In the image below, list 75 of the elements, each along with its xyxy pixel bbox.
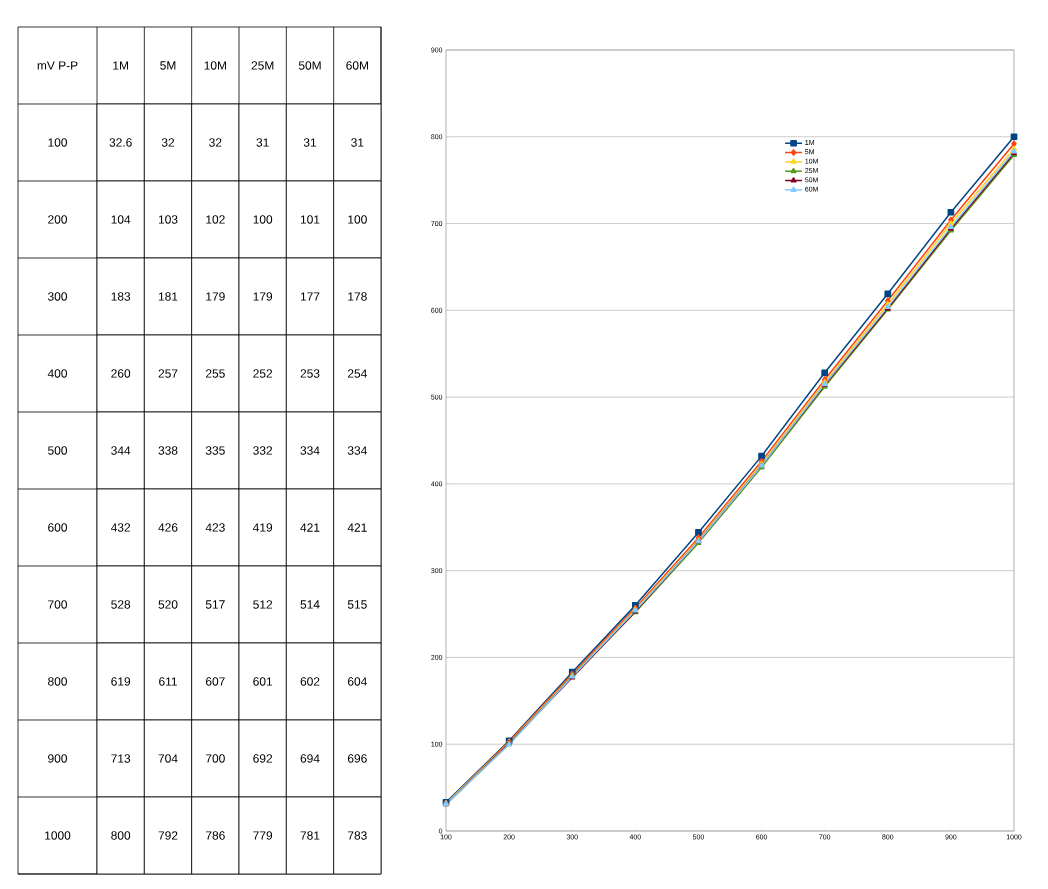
- y-tick-label: 300: [47, 292, 68, 301]
- data-label: 517: [205, 600, 225, 609]
- data-label: 100: [253, 215, 273, 224]
- x-tick-label: 5M: [160, 61, 176, 70]
- data-label: 344: [111, 446, 131, 455]
- data-label: 334: [347, 446, 367, 455]
- data-label: 32: [209, 138, 222, 147]
- data-label: 102: [206, 215, 225, 224]
- data-label: 257: [158, 369, 178, 378]
- data-label: 421: [300, 523, 320, 532]
- data-label: 103: [158, 215, 178, 224]
- data-label: 515: [347, 600, 367, 609]
- data-label: 604: [347, 677, 367, 686]
- data-label: 619: [111, 677, 131, 686]
- data-label: 779: [253, 831, 273, 840]
- y-tick-label: 200: [48, 215, 68, 224]
- y-tick-label: 900: [48, 754, 68, 763]
- y-tick-label: 800: [48, 677, 68, 686]
- x-tick-label: 60M: [346, 61, 368, 70]
- data-label: 704: [158, 754, 178, 763]
- x-tick-label: 1M: [113, 61, 128, 70]
- data-label: 335: [205, 446, 225, 455]
- data-label: 514: [300, 600, 320, 609]
- data-label: 421: [347, 523, 367, 532]
- data-label: 332: [253, 446, 273, 455]
- data-label: 254: [347, 369, 367, 378]
- x-tick-label: 50M: [298, 61, 321, 70]
- data-label: 692: [253, 754, 273, 763]
- data-label: 31: [351, 138, 364, 147]
- data-label: 607: [205, 677, 225, 686]
- data-label: 694: [300, 754, 320, 763]
- data-label: 792: [158, 831, 178, 840]
- data-label: 419: [252, 523, 273, 532]
- data-label: 104: [111, 215, 131, 224]
- data-label: 253: [300, 369, 320, 378]
- data-label: 338: [158, 446, 178, 455]
- data-label: 700: [205, 754, 225, 763]
- data-label: 426: [158, 523, 178, 532]
- data-label: 696: [347, 754, 367, 763]
- data-label: 177: [300, 292, 320, 301]
- data-label: 713: [111, 754, 131, 763]
- x-tick-label: 25M: [251, 61, 274, 70]
- y-tick-label: 600: [48, 523, 68, 532]
- data-label: 786: [205, 831, 225, 840]
- data-label: 252: [253, 369, 273, 378]
- x-tick-label: 10M: [204, 61, 226, 70]
- data-label: 255: [205, 369, 225, 378]
- data-label: 181: [158, 292, 178, 301]
- y-tick-label: 500: [48, 446, 68, 455]
- data-label: 31: [303, 138, 317, 147]
- data-label: 183: [111, 292, 131, 301]
- data-label: 100: [348, 215, 367, 224]
- data-label: 528: [111, 600, 131, 609]
- data-label: 260: [111, 369, 131, 378]
- data-label: 32: [161, 138, 175, 147]
- data-label: 101: [300, 215, 320, 224]
- data-label: 334: [300, 446, 320, 455]
- data-label: 31: [256, 138, 269, 147]
- data-label: 783: [347, 831, 367, 840]
- y-tick-label: 400: [47, 369, 68, 378]
- data-label: 512: [253, 600, 273, 609]
- data-label: 611: [159, 677, 177, 686]
- data-label: 432: [110, 523, 131, 532]
- data-label: 179: [206, 292, 225, 301]
- data-label: 781: [300, 831, 320, 840]
- data-label: 178: [348, 292, 367, 301]
- data-label: 179: [253, 292, 273, 301]
- y-axis-title: mV P-P: [37, 61, 78, 70]
- y-tick-label: 700: [48, 600, 68, 609]
- data-label: 423: [205, 523, 225, 532]
- data-label: 32.6: [109, 138, 132, 147]
- data-label: 520: [158, 600, 178, 609]
- data-label: 601: [253, 677, 273, 686]
- y-tick-label: 100: [48, 138, 68, 147]
- data-label: 602: [300, 677, 320, 686]
